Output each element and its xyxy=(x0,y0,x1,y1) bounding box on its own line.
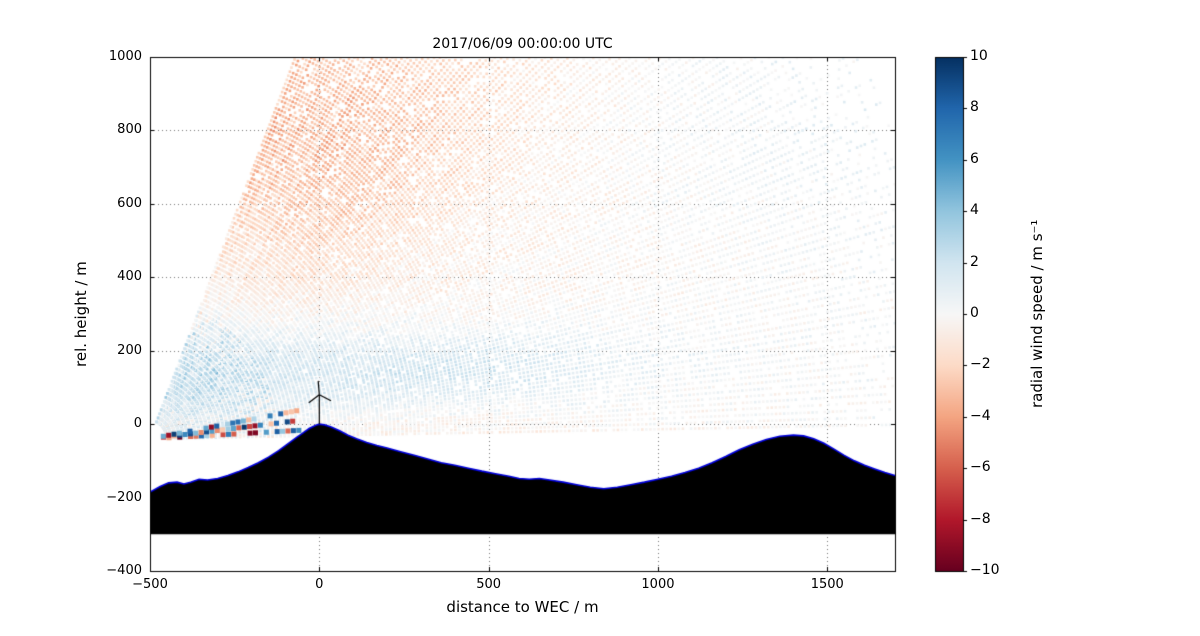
y-tick-label: 200 xyxy=(117,342,142,358)
colorbar-tick-label: 2 xyxy=(970,253,979,270)
colorbar-tick-label: −8 xyxy=(970,510,991,527)
y-tick-label: −400 xyxy=(106,563,142,578)
y-tick-label: 0 xyxy=(133,416,142,432)
colorbar-tick-label: 0 xyxy=(970,305,979,321)
x-tick-label: −500 xyxy=(132,577,168,592)
colorbar-tick-label: −10 xyxy=(970,562,1000,578)
colorbar-tick-label: −2 xyxy=(970,356,991,373)
colorbar-label: radial wind speed / m s⁻¹ xyxy=(1028,219,1046,409)
y-tick-label: 1000 xyxy=(108,49,142,64)
x-tick-label: 1500 xyxy=(810,577,844,592)
y-tick-label: 600 xyxy=(117,195,142,211)
x-axis-label: distance to WEC / m xyxy=(446,598,599,616)
y-tick-label: 400 xyxy=(117,269,142,285)
x-tick-label: 500 xyxy=(476,577,502,592)
x-tick-label: 0 xyxy=(315,577,324,592)
plot-title: 2017/06/09 00:00:00 UTC xyxy=(432,36,613,52)
colorbar-tick-label: 8 xyxy=(970,99,979,116)
colorbar-tick-label: 4 xyxy=(970,202,979,219)
colorbar-tick-label: −4 xyxy=(970,407,991,424)
colorbar-tick-label: 6 xyxy=(970,150,979,167)
colorbar-tick-label: 10 xyxy=(970,48,988,64)
x-tick-label: 1000 xyxy=(641,577,675,592)
colorbar-tick-label: −6 xyxy=(970,459,991,476)
y-tick-label: 800 xyxy=(117,122,142,138)
y-tick-label: −200 xyxy=(106,489,142,505)
